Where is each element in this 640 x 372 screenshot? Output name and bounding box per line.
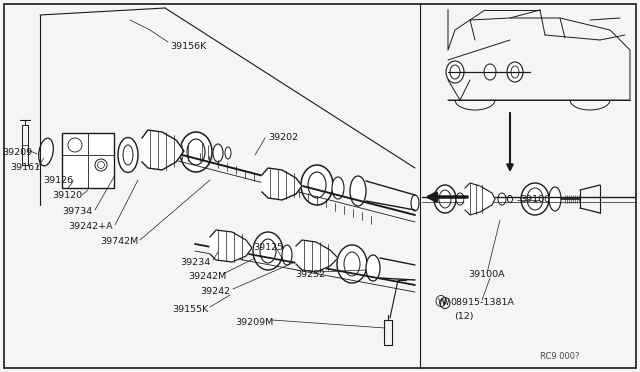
Ellipse shape — [434, 185, 456, 213]
Text: 39126: 39126 — [43, 176, 73, 185]
Ellipse shape — [332, 177, 344, 199]
Text: 39742M: 39742M — [100, 237, 138, 246]
Text: 39120: 39120 — [52, 191, 82, 200]
Text: 39156K: 39156K — [170, 42, 206, 51]
Polygon shape — [210, 230, 252, 262]
Text: RC9 000?: RC9 000? — [540, 352, 579, 361]
Ellipse shape — [225, 147, 231, 159]
Ellipse shape — [549, 187, 561, 211]
Text: 39161: 39161 — [10, 163, 40, 172]
Ellipse shape — [521, 183, 549, 215]
Text: 39252: 39252 — [295, 270, 325, 279]
Ellipse shape — [301, 165, 333, 205]
Ellipse shape — [180, 132, 212, 172]
Ellipse shape — [508, 196, 513, 202]
Text: 39155K: 39155K — [172, 305, 208, 314]
Ellipse shape — [38, 138, 53, 166]
Ellipse shape — [484, 64, 496, 80]
Text: 39734: 39734 — [62, 207, 92, 216]
Ellipse shape — [213, 144, 223, 162]
Text: W: W — [438, 298, 446, 307]
Text: 39209M: 39209M — [235, 318, 273, 327]
Ellipse shape — [498, 193, 506, 205]
Text: 39125: 39125 — [253, 243, 283, 252]
Text: 39100A: 39100A — [468, 270, 504, 279]
Ellipse shape — [118, 138, 138, 173]
Polygon shape — [262, 168, 302, 200]
Ellipse shape — [507, 62, 523, 82]
Ellipse shape — [456, 193, 464, 205]
Ellipse shape — [253, 232, 283, 270]
Text: 39242+A: 39242+A — [68, 222, 113, 231]
Text: 39202: 39202 — [268, 133, 298, 142]
Text: 39242M: 39242M — [188, 272, 227, 281]
Ellipse shape — [350, 176, 366, 206]
Polygon shape — [142, 130, 184, 170]
Text: 39209: 39209 — [2, 148, 32, 157]
Text: 39234: 39234 — [180, 258, 211, 267]
Text: (12): (12) — [454, 312, 474, 321]
Text: 08915-1381A: 08915-1381A — [450, 298, 514, 307]
Bar — [62, 133, 114, 188]
Ellipse shape — [337, 245, 367, 283]
Text: W: W — [442, 298, 449, 307]
Polygon shape — [296, 240, 338, 272]
Ellipse shape — [446, 61, 464, 83]
Polygon shape — [465, 183, 495, 215]
Text: 39242: 39242 — [200, 287, 230, 296]
Text: 39100: 39100 — [520, 195, 550, 204]
Ellipse shape — [282, 245, 292, 265]
Ellipse shape — [411, 195, 419, 211]
Ellipse shape — [366, 255, 380, 281]
